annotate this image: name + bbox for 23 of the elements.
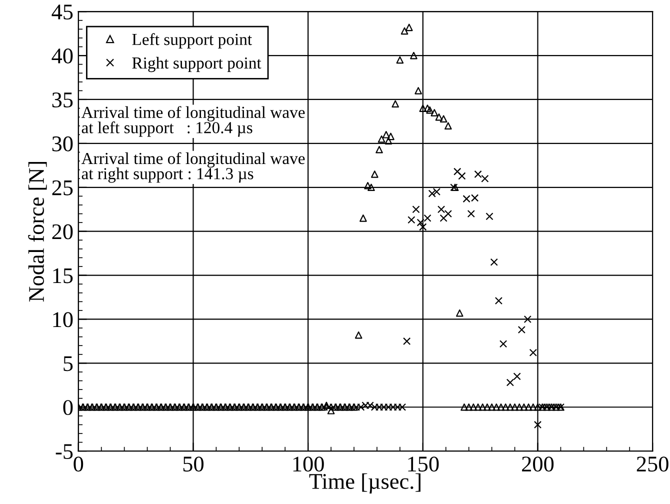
x-tick-label: 100 (293, 456, 324, 472)
legend-label: Right support point (132, 56, 262, 72)
x-tick-label: 150 (408, 456, 439, 472)
y-axis-title: Nodal force [N] (28, 162, 47, 302)
x-tick-label: 50 (183, 456, 204, 472)
y-tick-label: 25 (52, 180, 73, 196)
x-tick-label: 200 (522, 456, 554, 472)
y-tick-label: 5 (64, 356, 73, 372)
y-tick-label: 45 (52, 4, 73, 20)
y-tick-label: 15 (53, 268, 73, 284)
x-tick-label: 250 (636, 456, 668, 472)
y-tick-label: 30 (52, 136, 73, 152)
y-tick-label: 35 (52, 92, 73, 108)
y-tick-label: 0 (63, 400, 73, 416)
legend-label: Left support point (132, 33, 252, 48)
y-tick-label: 20 (52, 224, 73, 240)
annotation: Arrival time of longitudinal wave at left support : 120.4 µs (81, 106, 305, 137)
x-axis-title: Time [µsec.] (309, 473, 420, 494)
annotation: Arrival time of longitudinal wave at right support : 141.3 µs (81, 152, 305, 183)
y-tick-label: 10 (53, 312, 73, 328)
x-tick-label: 0 (74, 456, 84, 472)
y-tick-label: 40 (52, 48, 73, 64)
y-tick-label: -5 (56, 444, 73, 460)
